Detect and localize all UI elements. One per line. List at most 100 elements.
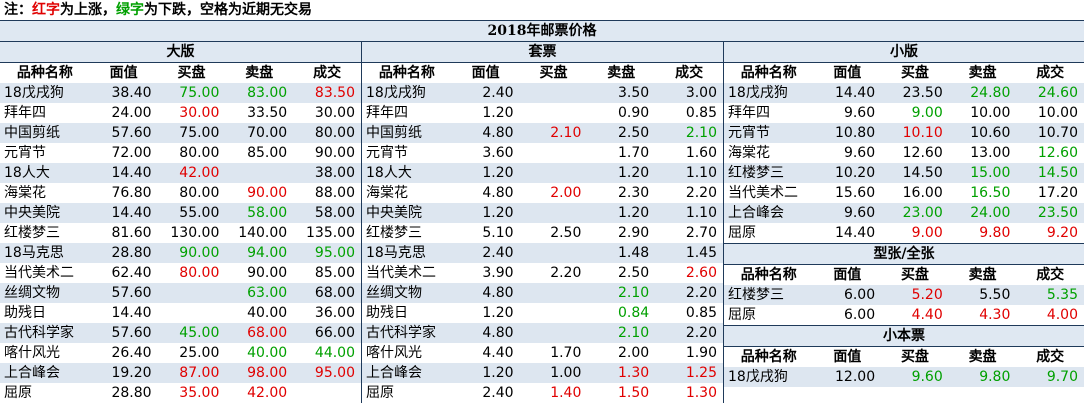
section-title-xingzhang: 型张/全张: [724, 243, 1084, 265]
buy-price: 75.00: [179, 85, 220, 101]
sell-price: 1.30: [618, 365, 650, 381]
stamp-name: 屈原: [728, 225, 756, 241]
note-mid2: 为下跌，空格为近期无交易: [144, 2, 312, 18]
header-row-taopiao: 品种名称 面值 买盘 卖盘 成交: [362, 63, 723, 83]
sell-price: 2.50: [618, 265, 650, 281]
face-value: 81.60: [111, 225, 152, 241]
sell-price: 42.00: [247, 385, 288, 401]
buy-price: [520, 203, 588, 223]
face-value: 57.60: [111, 125, 152, 141]
table-row: 18戊戌狗 38.40 75.00 83.00 83.50: [0, 83, 361, 103]
buy-price: 9.60: [911, 369, 943, 385]
sell-price: 2.10: [618, 325, 650, 341]
deal-price: 10.00: [1037, 105, 1078, 121]
face-value: 4.80: [482, 325, 514, 341]
buy-price: 2.20: [550, 265, 582, 281]
buy-price: 90.00: [179, 245, 220, 261]
column-header: 品种名称: [16, 65, 73, 81]
stamp-name: 18马克思: [4, 245, 64, 261]
sell-price: 16.50: [970, 185, 1011, 201]
table-row: 上合峰会 9.60 23.00 24.00 23.50: [724, 203, 1084, 223]
table-row: 喀什风光 26.40 25.00 40.00 44.00: [0, 343, 361, 363]
face-value: 1.20: [482, 165, 514, 181]
column-header: 买盘: [177, 65, 206, 81]
sell-price: 1.48: [618, 245, 650, 261]
face-value: 28.80: [111, 385, 152, 401]
note-mid1: 为上涨，: [60, 2, 116, 18]
column-header: 面值: [833, 267, 862, 283]
stamp-name: 18戊戌狗: [728, 85, 788, 101]
buy-price: [520, 303, 588, 323]
sell-price: 10.00: [970, 105, 1011, 121]
face-value: 2.40: [482, 85, 514, 101]
stamp-name: 屈原: [4, 385, 32, 401]
deal-price: 66.00: [314, 325, 355, 341]
face-value: 38.40: [111, 85, 152, 101]
column-header: 卖盘: [607, 65, 636, 81]
deal-price: 2.60: [685, 265, 717, 281]
buy-price: 2.50: [550, 225, 582, 241]
deal-price: 2.10: [685, 125, 717, 141]
face-value: 72.00: [111, 145, 152, 161]
deal-price: 9.20: [1046, 225, 1078, 241]
stamp-name: 上合峰会: [728, 205, 784, 221]
sell-price: 68.00: [247, 325, 288, 341]
sell-price: 10.60: [970, 125, 1011, 141]
deal-price: 58.00: [314, 205, 355, 221]
buy-price: [520, 243, 588, 263]
table-row: 丝绸文物 4.80 2.10 2.20: [362, 283, 723, 303]
column-header: 卖盘: [968, 267, 997, 283]
deal-price: 14.50: [1037, 165, 1078, 181]
table-row: 18马克思 28.80 90.00 94.00 95.00: [0, 243, 361, 263]
table-row: 元宵节 72.00 80.00 85.00 90.00: [0, 143, 361, 163]
stamp-name: 红楼梦三: [366, 225, 422, 241]
table-row: 屈原 28.80 35.00 42.00: [0, 383, 361, 403]
column-header: 成交: [1036, 349, 1065, 365]
sell-price: 40.00: [247, 305, 288, 321]
deal-price: 9.70: [1046, 369, 1078, 385]
buy-price: 130.00: [170, 225, 220, 241]
stamp-name: 海棠花: [366, 185, 408, 201]
sell-price: 13.00: [970, 145, 1011, 161]
section-title-taopiao: 套票: [362, 42, 723, 63]
panel-dabain: 大版 品种名称 面值 买盘 卖盘 成交 18戊戌狗 38.40 75.00 83.00 83.50 拜…: [0, 42, 362, 403]
panel-taopiao: 套票 品种名称 面值 买盘 卖盘 成交 18戊戌狗 2.40 3.50 3.00 拜年四 1.20 0.…: [362, 42, 724, 403]
buy-price: 80.00: [179, 145, 220, 161]
column-header: 买盘: [900, 65, 929, 81]
table-row: 中国剪纸 57.60 75.00 70.00 80.00: [0, 123, 361, 143]
table-row: 当代美术二 3.90 2.20 2.50 2.60: [362, 263, 723, 283]
note-red-word: 红字: [32, 2, 60, 18]
sell-price: 1.20: [618, 205, 650, 221]
deal-price: 30.00: [314, 105, 355, 121]
buy-price: [520, 143, 588, 163]
stamp-name: 拜年四: [366, 105, 408, 121]
deal-price: 23.50: [1037, 205, 1078, 221]
face-value: 57.60: [111, 325, 152, 341]
face-value: 3.60: [482, 145, 514, 161]
buy-price: 1.70: [550, 345, 582, 361]
buy-price: [520, 83, 588, 103]
stamp-name: 红楼梦三: [728, 165, 784, 181]
buy-price: 55.00: [179, 205, 220, 221]
stamp-name: 上合峰会: [366, 365, 422, 381]
sell-price: 9.80: [979, 369, 1011, 385]
face-value: 2.40: [482, 245, 514, 261]
buy-price: 23.50: [902, 85, 943, 101]
sell-price: 33.50: [247, 105, 288, 121]
stamp-name: 拜年四: [4, 105, 46, 121]
stamp-name: 助残日: [4, 305, 46, 321]
face-value: 15.60: [835, 185, 876, 201]
sell-price: 1.70: [618, 145, 650, 161]
buy-price: [158, 303, 226, 323]
section-title-xiaoban: 小版: [724, 42, 1084, 63]
sell-price: 2.30: [618, 185, 650, 201]
buy-price: 5.20: [911, 287, 943, 303]
note-prefix: 注：: [4, 2, 32, 18]
price-table-frame: 2018年邮票价格 大版 品种名称 面值 买盘 卖盘 成交 18戊戌狗 38.40 75.00 8…: [0, 20, 1084, 403]
sell-price: 0.84: [618, 305, 650, 321]
sell-price: 2.10: [618, 285, 650, 301]
table-row: 18马克思 2.40 1.48 1.45: [362, 243, 723, 263]
sell-price: 94.00: [247, 245, 288, 261]
deal-price: 90.00: [314, 145, 355, 161]
sell-price: 2.90: [618, 225, 650, 241]
